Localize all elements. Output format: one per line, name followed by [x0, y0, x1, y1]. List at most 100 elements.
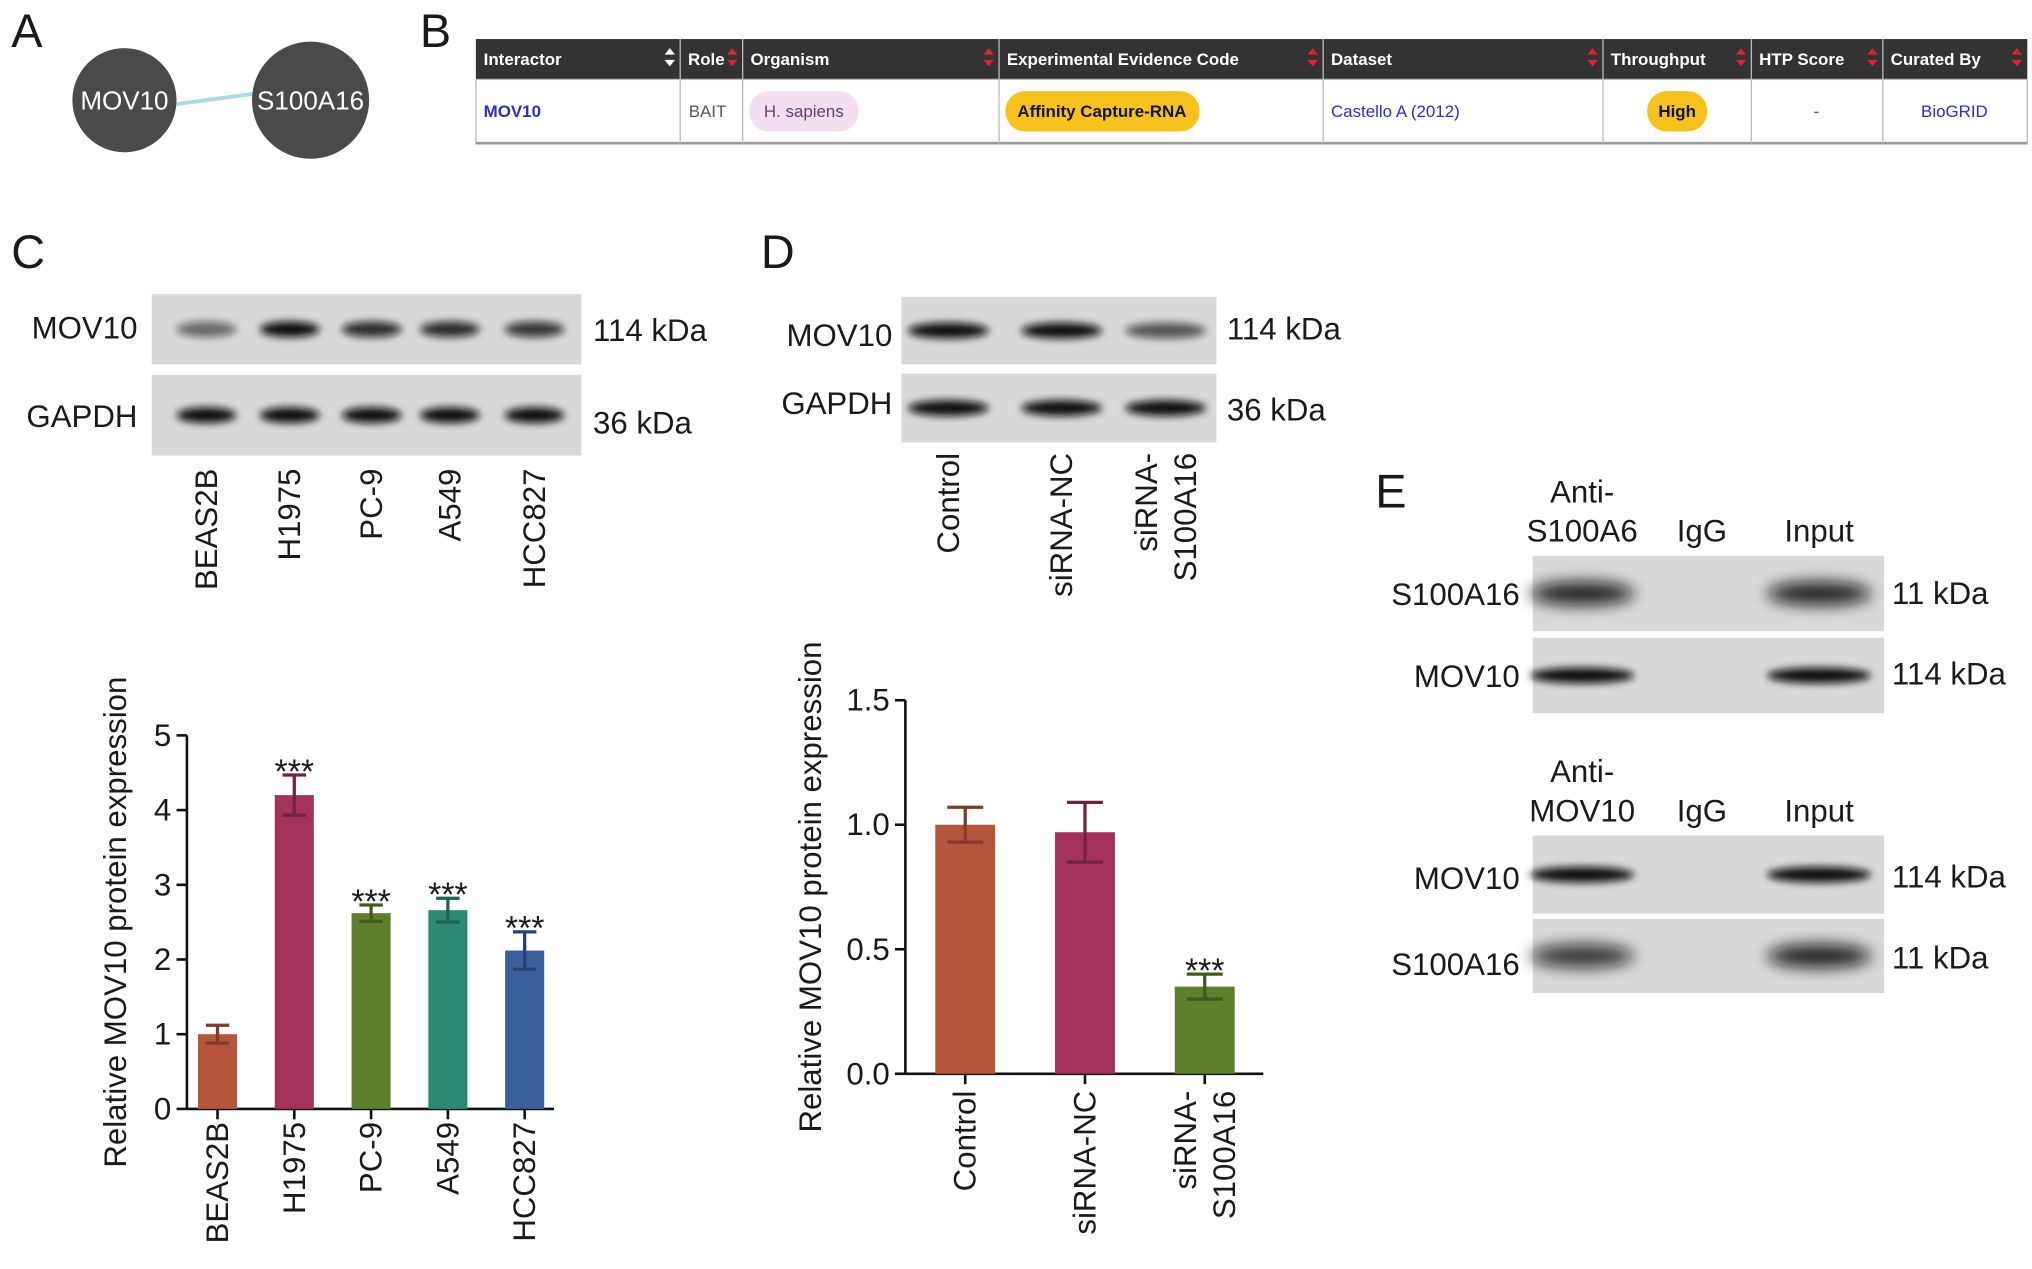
blot-band — [504, 321, 565, 338]
y-tick-label: 2 — [154, 942, 171, 977]
blot-band — [1766, 581, 1872, 606]
y-tick-label: 0.0 — [846, 1056, 889, 1091]
panel-label: B — [420, 5, 451, 57]
blot-band — [259, 407, 320, 423]
y-tick-label: 0.5 — [846, 932, 889, 967]
column-header: HTP Score — [1759, 50, 1844, 69]
node — [251, 41, 370, 159]
y-axis-label: Relative MOV10 protein expression — [98, 677, 133, 1168]
blot-band — [1530, 667, 1635, 684]
y-tick-label: 0 — [154, 1091, 171, 1126]
blot-band — [341, 407, 402, 423]
lane-label: siRNA- S100A16 — [1129, 453, 1203, 581]
bar — [1174, 986, 1235, 1074]
content: Interactor Role Organism Experimental Evide… — [26, 39, 2023, 1243]
blot-band — [176, 321, 237, 338]
lane-header: Input — [1784, 793, 1854, 828]
lane-header: IgG — [1677, 793, 1727, 828]
significance: *** — [275, 753, 314, 791]
y-tick-label: 4 — [154, 793, 171, 828]
blot-band — [259, 321, 320, 338]
lane-label: H1975 — [272, 469, 307, 561]
y-tick-label: 3 — [154, 867, 171, 902]
table-cell: - — [1814, 102, 1820, 121]
x-tick-label: H1975 — [277, 1122, 312, 1214]
row-label: S100A16 — [1391, 577, 1519, 612]
edge — [176, 91, 255, 107]
sort-icon — [727, 48, 738, 67]
bar — [935, 824, 996, 1074]
sort-icon — [1735, 48, 1747, 67]
row-label: GAPDH — [781, 386, 892, 421]
size-label: 114 kDa — [1892, 860, 2007, 895]
row-label: MOV10 — [1414, 861, 1520, 896]
table-cell: MOV10 — [484, 102, 541, 121]
bar — [351, 913, 391, 1109]
column-header: Experimental Evidence Code — [1007, 50, 1239, 69]
x-tick-label: siRNA- S100A16 — [1168, 1091, 1242, 1219]
sort-icon — [983, 48, 994, 67]
y-tick-label: 1.0 — [846, 807, 889, 842]
panel-label: D — [761, 226, 795, 278]
sort-icon — [2011, 48, 2023, 67]
x-tick-label: PC-9 — [354, 1122, 389, 1193]
error-bar — [1067, 800, 1103, 864]
blot-band — [1530, 866, 1635, 883]
blot-band — [1766, 944, 1872, 968]
pill — [1005, 91, 1200, 132]
lane-label: siRNA-NC — [1044, 453, 1079, 597]
y-tick-label: 1 — [154, 1017, 171, 1052]
bar — [197, 1034, 238, 1109]
lane-label: HCC827 — [517, 469, 552, 589]
lane-header: Anti-MOV10 — [1529, 754, 1635, 828]
bar — [428, 910, 468, 1109]
panel-label: E — [1375, 466, 1406, 518]
x-tick-label: Control — [948, 1091, 983, 1192]
table-cell: BioGRID — [1921, 102, 1988, 121]
row-label: MOV10 — [1414, 659, 1520, 694]
lane-label: A549 — [432, 469, 467, 542]
blot-band — [907, 400, 989, 416]
lane-header: Input — [1784, 513, 1854, 548]
column-header: Curated By — [1891, 50, 1982, 69]
node — [72, 48, 177, 153]
lane-header: IgG — [1677, 513, 1727, 548]
blot-band — [1530, 944, 1635, 968]
column-header: Role — [688, 50, 725, 69]
blot-band — [1125, 322, 1207, 339]
panel-label: C — [11, 226, 45, 278]
blot-band — [907, 322, 989, 339]
blot-band — [419, 321, 480, 338]
node-label: S100A16 — [257, 85, 364, 115]
lane-label: Control — [931, 453, 966, 554]
bar — [1055, 832, 1115, 1074]
size-label: 114 kDa — [1227, 312, 1342, 347]
blot-band — [176, 407, 237, 423]
lane-label: PC-9 — [354, 469, 389, 540]
table-cell: Affinity Capture-RNA — [1017, 102, 1186, 121]
y-axis-label: Relative MOV10 protein expression — [793, 641, 828, 1132]
x-tick-label: BEAS2B — [200, 1122, 235, 1243]
table-cell: BAIT — [689, 102, 727, 121]
lane-header: Anti-S100A6 — [1527, 474, 1638, 548]
error-bar — [205, 1023, 230, 1045]
blot-band — [1125, 400, 1207, 416]
bar — [274, 795, 314, 1109]
size-label: 11 kDa — [1892, 576, 1989, 611]
error-bar — [947, 805, 984, 844]
blot-band — [1021, 322, 1102, 339]
size-label: 114 kDa — [1892, 657, 2007, 692]
panel-label: A — [11, 5, 43, 57]
table-cell: Castello A (2012) — [1331, 102, 1460, 121]
blot-band — [1766, 667, 1872, 684]
sort-icon — [664, 48, 675, 67]
significance: *** — [428, 876, 467, 914]
blot-band — [1530, 581, 1635, 606]
sort-icon — [1867, 48, 1878, 67]
row-label: S100A16 — [1391, 947, 1519, 982]
blot-band — [1766, 866, 1872, 883]
table-row — [475, 78, 2028, 144]
blot-band — [1021, 400, 1102, 416]
sort-icon — [1307, 48, 1318, 67]
